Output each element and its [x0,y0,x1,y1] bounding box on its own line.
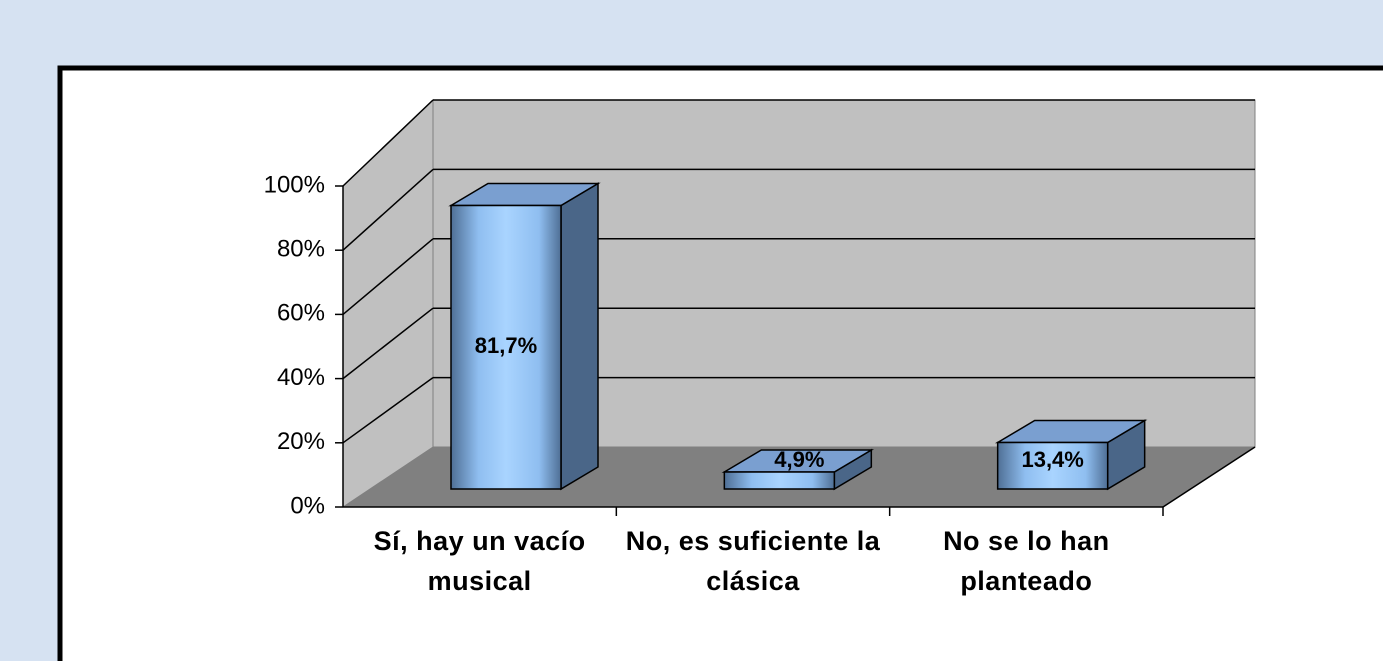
grid-line-side [342,99,434,187]
floor-edge [1162,446,1256,508]
grid-line-side [342,376,434,444]
grid-line-side [342,307,434,380]
y-tick-label: 40% [277,364,325,391]
y-tick-label: 0% [290,492,325,519]
data-label: 4,9% [774,447,824,472]
grid-line-side [342,168,434,251]
bar [723,471,836,490]
x-tick-label: No, es suficiente la clásica [625,526,881,596]
grid-line-side [342,238,434,315]
data-label: 81,7% [475,333,537,358]
bar [996,441,1109,490]
x-tick-label: Sí, hay un vacío musical [373,526,586,596]
y-tick-label: 80% [277,236,325,263]
data-label: 13,4% [1021,447,1083,472]
y-tick-label: 20% [277,428,325,455]
y-tick-label: 100% [264,171,325,198]
x-tick-label: No se lo han planteado [943,526,1110,596]
bar-side [560,182,599,491]
y-tick-label: 60% [277,300,325,327]
bar [450,204,562,490]
